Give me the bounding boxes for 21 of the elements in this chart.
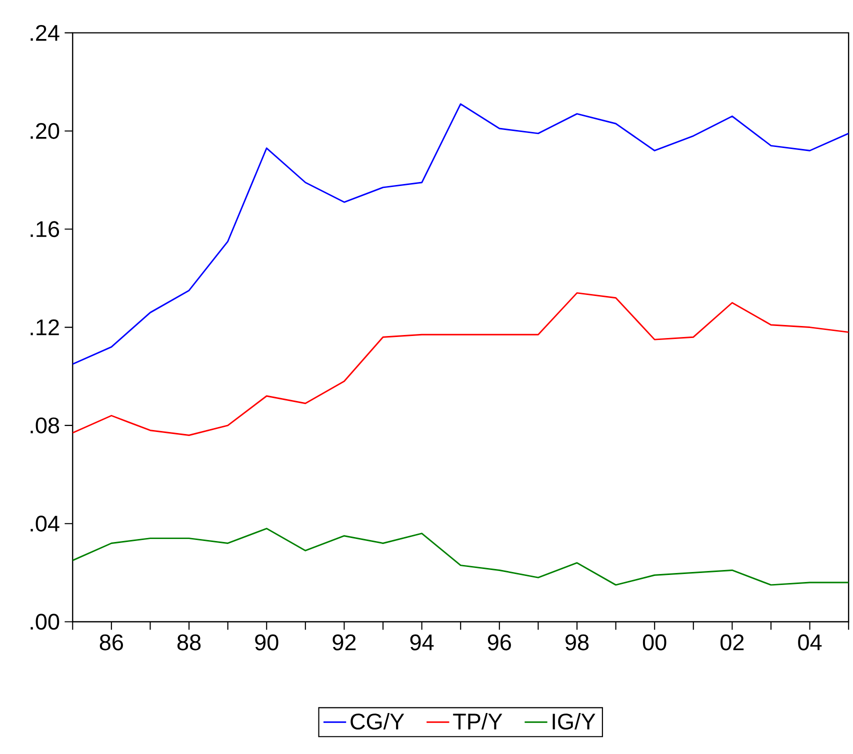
x-tick-label: 94 <box>410 634 434 650</box>
y-tick-label: .08 <box>30 417 60 434</box>
y-tick-label: .12 <box>30 319 59 336</box>
x-tick-label: 88 <box>177 634 201 650</box>
x-tick-label: 96 <box>488 634 511 650</box>
line-series <box>72 103 849 365</box>
x-tick-label: 00 <box>642 634 666 650</box>
y-tick-label: .20 <box>30 122 60 139</box>
x-tick-label: 04 <box>798 634 822 650</box>
legend-label: TP/Y <box>453 712 502 730</box>
x-tick-label: 86 <box>100 634 123 650</box>
legend-label: CG/Y <box>350 712 404 730</box>
legend-label: IG/Y <box>552 712 596 730</box>
y-tick-label: .04 <box>30 516 60 532</box>
y-tick-label: .00 <box>30 614 60 630</box>
y-tick-label: .24 <box>30 24 60 41</box>
x-tick-label: 02 <box>720 634 744 650</box>
x-tick-label: 90 <box>255 634 278 650</box>
x-tick-label: 92 <box>332 634 356 650</box>
y-tick-label: .16 <box>30 221 60 238</box>
x-tick-label: 98 <box>566 634 589 650</box>
